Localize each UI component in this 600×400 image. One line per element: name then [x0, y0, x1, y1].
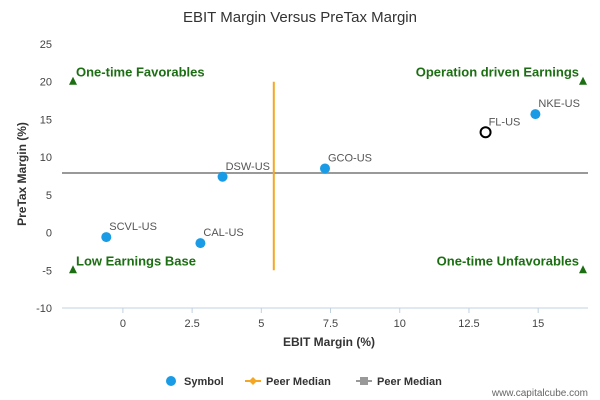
quadrant-label: Low Earnings Base — [76, 253, 196, 268]
x-tick-label: 12.5 — [458, 318, 479, 330]
x-tick-label: 0 — [120, 318, 126, 330]
x-tick-label: 2.5 — [184, 318, 199, 330]
data-point-label: SCVL-US — [109, 221, 157, 233]
legend: Symbol Peer Median Peer Median — [166, 376, 442, 388]
data-point[interactable] — [195, 238, 206, 249]
quadrant-labels: One-time Favorables Operation driven Earn… — [69, 65, 587, 274]
legend-item-symbol[interactable]: Symbol — [166, 376, 224, 388]
legend-label: Symbol — [184, 376, 224, 388]
data-point-label: FL-US — [489, 116, 521, 128]
legend-symbol-icon — [166, 376, 176, 386]
x-axis-ticks: 0 2.5 5 7.5 10 12.5 15 — [120, 308, 544, 330]
legend-diamond-icon — [249, 377, 257, 385]
peer-median-lines — [62, 81, 588, 271]
quadrant-label: Operation driven Earnings — [416, 65, 579, 80]
x-tick-label: 15 — [532, 318, 544, 330]
data-point-label: NKE-US — [538, 98, 580, 110]
y-tick-label: 15 — [40, 114, 52, 126]
quadrant-label: One-time Favorables — [76, 65, 205, 80]
quadrant-marker-icon — [579, 76, 587, 85]
y-tick-label: -5 — [42, 265, 52, 277]
chart-title: EBIT Margin Versus PreTax Margin — [183, 9, 417, 26]
x-tick-label: 7.5 — [323, 318, 338, 330]
y-tick-label: 0 — [46, 228, 52, 240]
legend-item-peer-median-horizontal[interactable]: Peer Median — [356, 376, 442, 388]
data-points: NKE-US FL-US GCO-US DSW-US SCVL-US CAL-US — [101, 98, 580, 249]
y-tick-label: 25 — [40, 39, 52, 51]
legend-label: Peer Median — [266, 376, 331, 388]
legend-item-peer-median-vertical[interactable]: Peer Median — [245, 376, 331, 388]
x-tick-label: 10 — [394, 318, 406, 330]
y-axis-label: PreTax Margin (%) — [15, 122, 29, 226]
data-point-label: GCO-US — [328, 152, 372, 164]
quadrant-marker-icon — [69, 265, 77, 274]
quadrant-label: One-time Unfavorables — [437, 253, 579, 268]
data-point[interactable] — [217, 171, 228, 182]
data-point[interactable] — [320, 163, 330, 174]
data-point[interactable] — [530, 109, 541, 120]
y-tick-label: -10 — [36, 303, 52, 315]
y-tick-label: 20 — [40, 77, 52, 89]
credit-text: www.capitalcube.com — [491, 388, 588, 399]
y-tick-label: 5 — [46, 190, 52, 202]
quadrant-marker-icon — [69, 76, 77, 85]
x-tick-label: 5 — [258, 318, 264, 330]
data-point-label: CAL-US — [203, 227, 243, 239]
data-point-label: DSW-US — [226, 161, 270, 173]
legend-square-icon — [360, 377, 368, 385]
legend-label: Peer Median — [377, 376, 442, 388]
x-axis-label: EBIT Margin (%) — [283, 335, 375, 349]
data-point[interactable] — [101, 232, 112, 243]
quadrant-marker-icon — [579, 265, 587, 274]
data-point[interactable] — [479, 126, 492, 139]
y-axis-ticks: 25 20 15 10 5 0 -5 -10 — [36, 39, 52, 315]
y-tick-label: 10 — [40, 152, 52, 164]
